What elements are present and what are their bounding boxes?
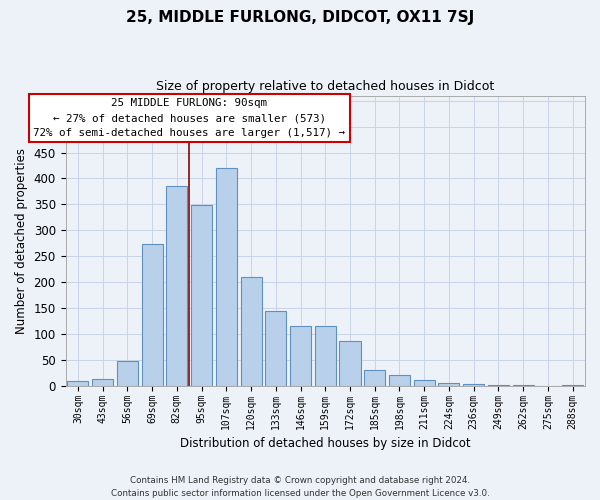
Bar xyxy=(315,326,336,386)
Title: Size of property relative to detached houses in Didcot: Size of property relative to detached ho… xyxy=(156,80,494,93)
Bar xyxy=(413,380,435,386)
Bar xyxy=(488,384,509,386)
Bar xyxy=(463,384,484,386)
Bar xyxy=(340,340,361,386)
Text: 25, MIDDLE FURLONG, DIDCOT, OX11 7SJ: 25, MIDDLE FURLONG, DIDCOT, OX11 7SJ xyxy=(126,10,474,25)
Bar xyxy=(92,379,113,386)
Bar xyxy=(439,383,460,386)
Bar xyxy=(265,311,286,386)
Bar xyxy=(364,370,385,386)
Bar xyxy=(191,206,212,386)
Bar xyxy=(389,376,410,386)
Text: 25 MIDDLE FURLONG: 90sqm
← 27% of detached houses are smaller (573)
72% of semi-: 25 MIDDLE FURLONG: 90sqm ← 27% of detach… xyxy=(33,98,345,138)
X-axis label: Distribution of detached houses by size in Didcot: Distribution of detached houses by size … xyxy=(180,437,470,450)
Bar xyxy=(117,361,138,386)
Bar xyxy=(216,168,237,386)
Y-axis label: Number of detached properties: Number of detached properties xyxy=(15,148,28,334)
Bar xyxy=(142,244,163,386)
Bar xyxy=(290,326,311,386)
Bar xyxy=(241,277,262,386)
Bar xyxy=(166,186,187,386)
Text: Contains HM Land Registry data © Crown copyright and database right 2024.
Contai: Contains HM Land Registry data © Crown c… xyxy=(110,476,490,498)
Bar xyxy=(67,380,88,386)
